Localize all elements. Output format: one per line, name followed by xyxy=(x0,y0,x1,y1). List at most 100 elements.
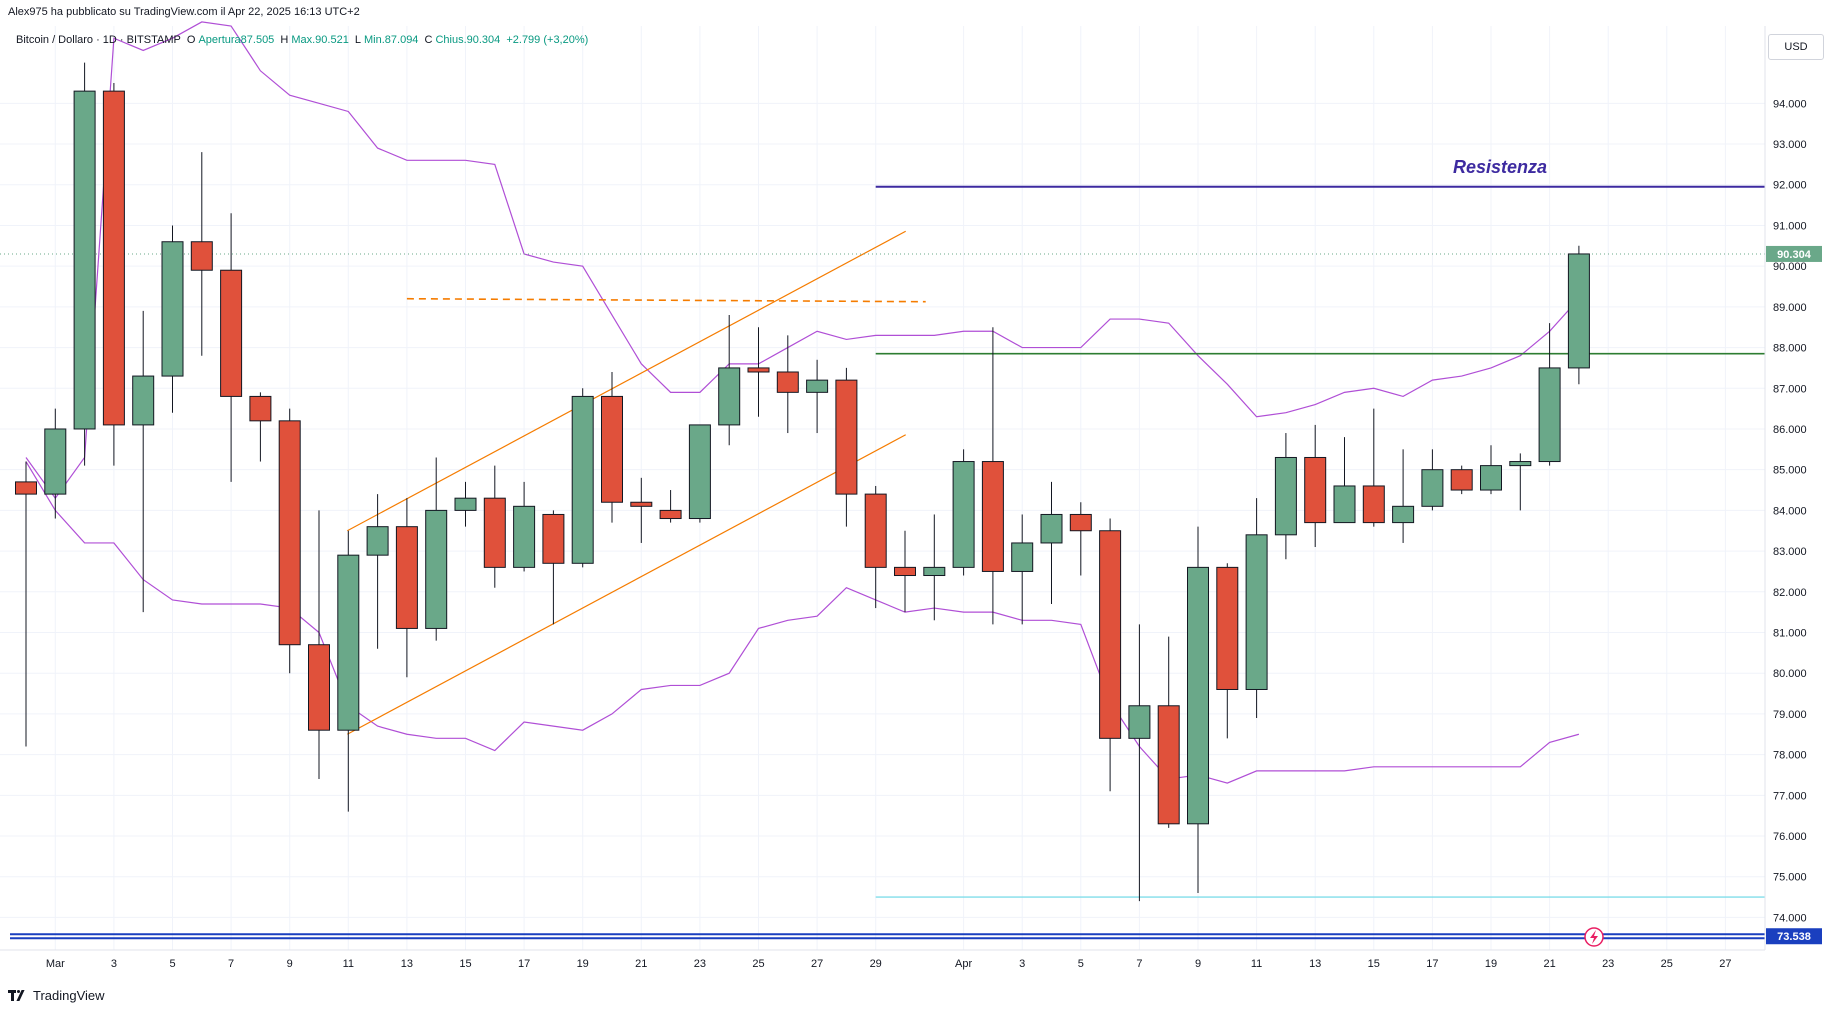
time-tick-label: 13 xyxy=(401,958,413,970)
price-tick-label: 88.000 xyxy=(1773,343,1807,355)
candle-body xyxy=(1567,253,1590,369)
candle-body xyxy=(1040,513,1063,544)
high-value: Max.90.521 xyxy=(291,34,349,46)
candle-body xyxy=(513,505,536,568)
time-tick-label: 7 xyxy=(228,958,234,970)
price-tick-label: 79.000 xyxy=(1773,709,1807,721)
price-tick-label: 86.000 xyxy=(1773,424,1807,436)
candle-body xyxy=(894,566,916,577)
low-label: L xyxy=(354,34,361,46)
symbol-legend: Bitcoin / Dollaro · 1D · BITSTAMP O Apert… xyxy=(16,34,591,46)
candle-body xyxy=(630,501,653,507)
candle-body xyxy=(747,367,770,373)
price-tick-label: 91.000 xyxy=(1773,220,1807,232)
price-tick-label: 92.000 xyxy=(1773,180,1807,192)
candle-body xyxy=(1509,461,1532,467)
last-price-text: 90.304 xyxy=(1777,249,1812,261)
tradingview-logo-icon xyxy=(8,989,33,1002)
open-label: O xyxy=(186,34,196,46)
candle-body xyxy=(483,497,506,568)
time-tick-label: 27 xyxy=(1719,958,1731,970)
open-value: Apertura87.505 xyxy=(198,34,275,46)
time-tick-label: 19 xyxy=(577,958,589,970)
candle-body xyxy=(1216,566,1239,690)
candle-body xyxy=(1538,367,1561,463)
candle-body xyxy=(395,526,418,629)
upper-band-line xyxy=(25,21,1580,500)
price-tick-label: 77.000 xyxy=(1773,790,1807,802)
candle-body xyxy=(718,367,741,426)
candle-body xyxy=(1450,469,1473,491)
candle-body xyxy=(454,497,477,511)
price-tick-label: 78.000 xyxy=(1773,750,1807,762)
price-labels: 90.304 73.538 xyxy=(1766,245,1822,945)
price-tick-label: 82.000 xyxy=(1773,587,1807,599)
candle-body xyxy=(1099,530,1122,739)
candle-body xyxy=(1187,566,1209,825)
lightning-icon[interactable] xyxy=(1584,927,1604,947)
price-tick-label: 83.000 xyxy=(1773,546,1807,558)
time-tick-label: 21 xyxy=(1543,958,1555,970)
candle-body xyxy=(366,526,389,556)
time-tick-label: 17 xyxy=(1426,958,1438,970)
time-tick-label: 9 xyxy=(1195,958,1201,970)
channel-lower-line xyxy=(347,434,906,735)
time-tick-label: 15 xyxy=(1368,958,1380,970)
low-value: Min.87.094 xyxy=(364,34,419,46)
drawings: Resistenza xyxy=(0,157,1765,940)
candle-body xyxy=(102,90,125,426)
time-tick-label: 25 xyxy=(1661,958,1673,970)
candle-body xyxy=(425,509,448,629)
candle-body xyxy=(1128,705,1151,739)
price-tick-label: 75.000 xyxy=(1773,872,1807,884)
price-tick-label: 84.000 xyxy=(1773,505,1807,517)
dashed-level-line xyxy=(406,297,926,303)
footer-brand-text: TradingView xyxy=(33,988,105,1003)
level-price-text: 73.538 xyxy=(1777,931,1811,943)
time-tick-label: 15 xyxy=(459,958,471,970)
last-price-tag xyxy=(1766,245,1822,262)
currency-button[interactable]: USD xyxy=(1768,34,1824,60)
price-axis[interactable]: 94.000 93.000 92.000 91.000 90.000 89.000 88.0… xyxy=(1764,26,1807,950)
time-tick-label: 29 xyxy=(870,958,882,970)
candle-body xyxy=(1333,485,1356,524)
candle-body xyxy=(73,90,96,430)
symbol-name[interactable]: Bitcoin / Dollaro · 1D · BITSTAMP xyxy=(16,34,181,46)
time-tick-label: 17 xyxy=(518,958,530,970)
time-axis[interactable]: Mar 3 5 7 9 11 13 15 17 19 21 23 25 27 29 Apr 3 5 7 9 11 13 15… xyxy=(0,949,1765,970)
candle-body xyxy=(1304,456,1327,524)
time-tick-label: 5 xyxy=(169,958,175,970)
price-tick-label: 93.000 xyxy=(1773,139,1807,151)
time-tick-label: 3 xyxy=(111,958,117,970)
price-tick-label: 80.000 xyxy=(1773,668,1807,680)
candle-body xyxy=(44,428,67,495)
candle-body xyxy=(249,395,272,422)
candle-body xyxy=(1421,469,1444,507)
price-tick-label: 81.000 xyxy=(1773,628,1807,640)
time-tick-label: 21 xyxy=(635,958,647,970)
change-value: +2.799 (+3,20%) xyxy=(506,34,589,46)
footer-brand: TradingView xyxy=(8,988,105,1003)
candle-body xyxy=(1069,513,1092,532)
price-tick-label: 74.000 xyxy=(1773,912,1807,924)
channel-upper-line xyxy=(347,230,906,532)
candle-body xyxy=(337,554,360,731)
time-tick-label: Apr xyxy=(955,958,972,970)
level-price-tag xyxy=(1766,928,1822,945)
candle-body xyxy=(278,420,301,646)
time-tick-label: 13 xyxy=(1309,958,1321,970)
candle-body xyxy=(1480,465,1502,491)
price-tick-label: 89.000 xyxy=(1773,302,1807,314)
time-tick-label: 25 xyxy=(752,958,764,970)
resistance-label: Resistenza xyxy=(1453,157,1547,177)
candle-body xyxy=(1011,542,1034,572)
candle-body xyxy=(923,566,946,577)
price-tick-label: 76.000 xyxy=(1773,831,1807,843)
candle-body xyxy=(1274,456,1297,536)
time-tick-label: 11 xyxy=(1251,958,1262,970)
candle-body xyxy=(659,509,682,520)
time-tick-label: 27 xyxy=(811,958,823,970)
candle-body xyxy=(952,461,975,568)
